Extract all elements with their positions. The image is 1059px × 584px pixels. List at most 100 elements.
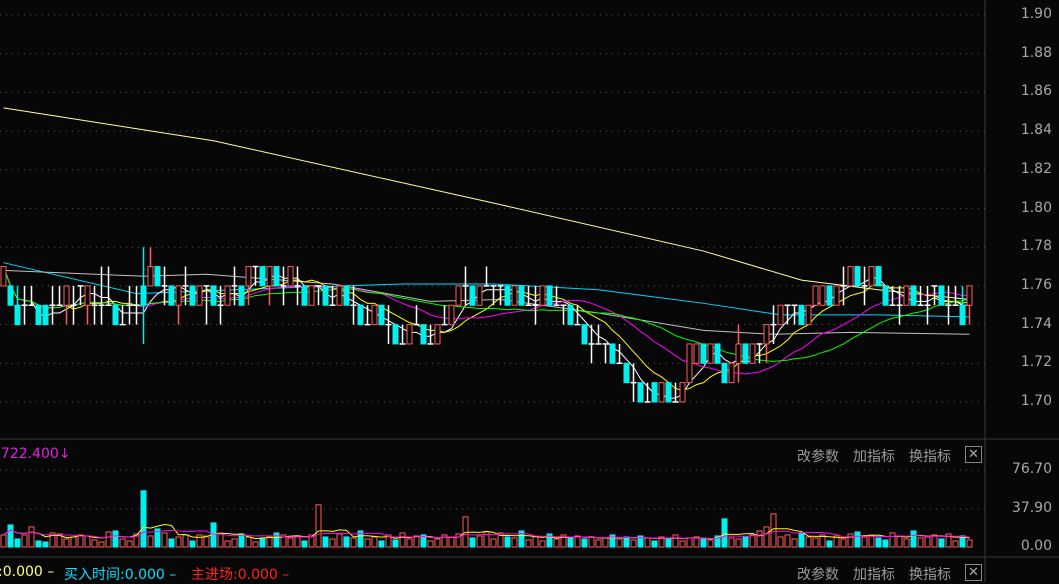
- volume-bar: [119, 538, 126, 548]
- volume-value: 5722.400: [0, 446, 59, 462]
- volume-bar: [861, 536, 868, 548]
- edit-params-button[interactable]: 改参数: [797, 449, 839, 465]
- y-tick-label: 1.72: [1020, 354, 1052, 371]
- volume-bar: [224, 540, 231, 548]
- volume-bar: [21, 534, 28, 548]
- volume-bar: [581, 538, 588, 548]
- volume-bar: [931, 534, 938, 548]
- volume-bar: [574, 535, 581, 548]
- volume-header: 5722.400↓: [0, 446, 71, 462]
- candle-body: [567, 304, 574, 326]
- close-icon-2[interactable]: ✕: [965, 564, 982, 581]
- candle-body: [938, 285, 945, 306]
- volume-bar: [616, 538, 623, 548]
- candle-body: [210, 285, 217, 306]
- candle-body: [728, 362, 735, 384]
- volume-bar: [455, 533, 462, 548]
- candle-body: [714, 343, 721, 364]
- volume-average-line: [3, 529, 970, 539]
- candle-body: [658, 382, 665, 403]
- candle-body: [168, 285, 175, 306]
- candle-body: [14, 304, 21, 326]
- y-tick-label: 1.90: [1020, 6, 1052, 22]
- volume-bar: [497, 532, 504, 548]
- add-indicator-button[interactable]: 加指标: [853, 449, 895, 465]
- volume-bar: [168, 538, 175, 548]
- candle-body: [959, 304, 966, 326]
- volume-bar: [469, 537, 476, 548]
- candle-body: [721, 362, 728, 384]
- candle-body: [868, 266, 875, 287]
- volume-bar: [203, 535, 210, 548]
- candle-body: [147, 266, 154, 287]
- candle-body: [539, 285, 546, 306]
- volume-bar: [889, 532, 896, 548]
- y-tick-label: 1.78: [1020, 238, 1052, 255]
- volume-bar: [427, 540, 434, 548]
- close-icon[interactable]: ✕: [965, 446, 982, 463]
- candle-body: [469, 285, 476, 306]
- candle-body: [637, 382, 644, 403]
- candle-body: [903, 285, 910, 306]
- candle-body: [112, 304, 119, 326]
- candle-body: [819, 285, 826, 306]
- volume-bar: [196, 534, 203, 548]
- volume-bar: [854, 531, 861, 548]
- add-indicator-button-2[interactable]: 加指标: [853, 567, 895, 583]
- candle-body: [518, 285, 525, 306]
- volume-bar: [154, 528, 161, 548]
- candle-body: [651, 382, 658, 403]
- volume-tick-label: 0.00: [1020, 538, 1052, 554]
- volume-bar: [833, 535, 840, 548]
- volume-bar: [371, 536, 378, 548]
- y-tick-label: 1.86: [1020, 83, 1052, 100]
- candle-body: [189, 285, 196, 306]
- volume-bar: [399, 532, 406, 548]
- switch-indicator-button-2[interactable]: 换指标: [909, 567, 951, 583]
- volume-bar: [735, 538, 742, 548]
- volume-bar: [679, 540, 686, 548]
- volume-bar: [126, 540, 133, 548]
- status-item-1: :0.000 –: [0, 564, 55, 580]
- volume-bar: [140, 490, 147, 548]
- volume-bar: [266, 536, 273, 548]
- volume-bar: [728, 537, 735, 548]
- candle-body: [679, 382, 686, 403]
- candle-body: [847, 266, 854, 287]
- y-tick-label: 1.88: [1020, 44, 1052, 61]
- volume-bar: [812, 537, 819, 548]
- volume-bar: [938, 538, 945, 548]
- volume-bar: [623, 536, 630, 548]
- edit-params-button-2[interactable]: 改参数: [797, 567, 839, 583]
- volume-bar: [875, 537, 882, 548]
- candle-body: [686, 343, 693, 384]
- switch-indicator-button[interactable]: 换指标: [909, 449, 951, 465]
- candle-body: [420, 324, 427, 345]
- candle-body: [693, 343, 700, 364]
- volume-bar: [441, 534, 448, 548]
- volume-bar: [245, 536, 252, 548]
- down-arrow-icon: ↓: [58, 446, 71, 462]
- candle-body: [245, 266, 252, 287]
- volume-bar: [98, 541, 105, 548]
- volume-bar: [539, 540, 546, 548]
- volume-tick-label: 76.70: [1011, 461, 1052, 477]
- volume-bar: [742, 536, 749, 548]
- candle-body: [966, 285, 973, 306]
- candle-body: [749, 343, 756, 364]
- candle-body: [511, 285, 518, 306]
- volume-bar: [357, 530, 364, 548]
- candle-body: [63, 285, 70, 306]
- volume-bar: [546, 533, 553, 548]
- volume-bar: [273, 532, 280, 548]
- volume-bar: [343, 536, 350, 548]
- volume-bar: [336, 533, 343, 548]
- volume-bar: [35, 540, 42, 548]
- candle-body: [833, 285, 840, 306]
- volume-bar: [882, 539, 889, 548]
- candle-body: [378, 304, 385, 326]
- volume-bar: [252, 541, 259, 548]
- volume-bar: [217, 532, 224, 548]
- candle-body: [7, 285, 14, 306]
